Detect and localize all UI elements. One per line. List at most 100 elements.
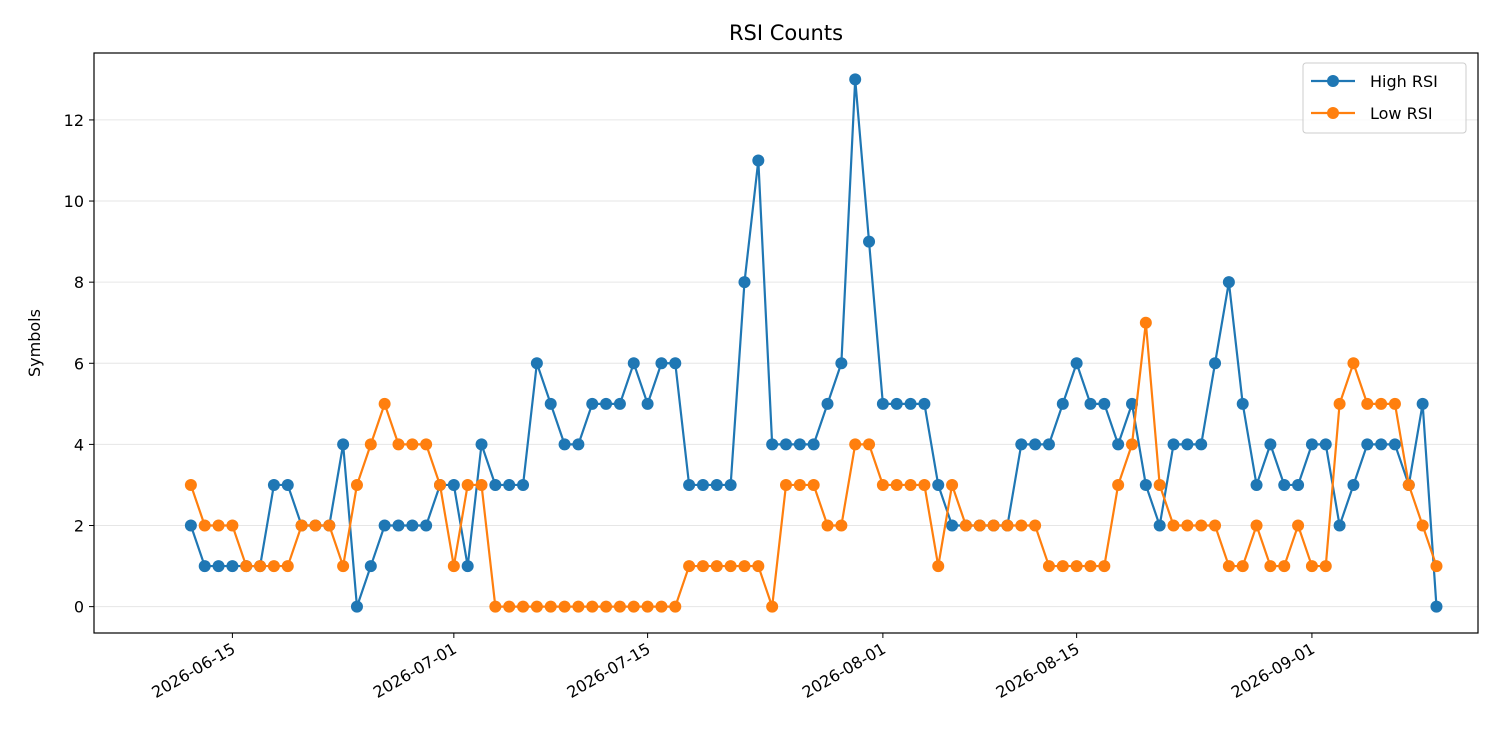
y-tick-label: 10 — [64, 192, 84, 211]
data-point — [489, 600, 502, 613]
data-point — [1347, 357, 1360, 370]
data-point — [447, 560, 460, 573]
data-point — [392, 438, 405, 451]
data-point — [1278, 560, 1291, 573]
data-point — [987, 519, 1000, 532]
data-point — [1416, 519, 1429, 532]
data-point — [461, 560, 474, 573]
data-point — [240, 560, 253, 573]
data-point — [392, 519, 405, 532]
data-point — [184, 519, 197, 532]
data-point — [821, 519, 834, 532]
data-point — [447, 478, 460, 491]
data-point — [696, 478, 709, 491]
data-point — [1112, 438, 1125, 451]
data-point — [1361, 438, 1374, 451]
data-point — [350, 478, 363, 491]
data-point — [586, 397, 599, 410]
data-point — [1305, 560, 1318, 573]
data-point — [1084, 560, 1097, 573]
data-point — [1361, 397, 1374, 410]
data-point — [780, 478, 792, 491]
data-point — [1375, 397, 1388, 410]
data-point — [1167, 438, 1180, 451]
data-point — [669, 600, 682, 613]
data-point — [1209, 357, 1222, 370]
data-point — [475, 438, 488, 451]
data-point — [1195, 519, 1208, 532]
data-point — [1333, 397, 1346, 410]
data-point — [212, 560, 225, 573]
data-point — [350, 600, 363, 613]
data-point — [1167, 519, 1180, 532]
data-point — [613, 397, 626, 410]
data-point — [434, 478, 446, 491]
data-point — [655, 600, 668, 613]
data-point — [793, 478, 806, 491]
data-point — [890, 397, 903, 410]
data-point — [1292, 519, 1305, 532]
data-point — [807, 478, 820, 491]
data-point — [752, 154, 765, 167]
data-point — [1042, 438, 1055, 451]
data-point — [946, 519, 959, 532]
data-point — [807, 438, 820, 451]
data-point — [738, 276, 751, 289]
data-point — [558, 438, 571, 451]
y-tick-label: 12 — [64, 111, 84, 130]
data-point — [212, 519, 225, 532]
data-point — [696, 560, 709, 573]
data-point — [198, 519, 211, 532]
data-point — [780, 438, 792, 451]
data-point — [1015, 519, 1028, 532]
data-point — [364, 438, 377, 451]
data-point — [226, 519, 239, 532]
data-point — [669, 357, 682, 370]
data-point — [378, 397, 391, 410]
data-point — [766, 600, 779, 613]
data-point — [1347, 478, 1360, 491]
data-point — [710, 478, 723, 491]
data-point — [1388, 438, 1401, 451]
data-point — [281, 560, 294, 573]
data-point — [1209, 519, 1222, 532]
data-point — [420, 519, 433, 532]
data-point — [503, 478, 516, 491]
data-point — [1181, 438, 1194, 451]
data-point — [530, 357, 543, 370]
legend: High RSI Low RSI — [1302, 62, 1467, 134]
data-point — [1042, 560, 1055, 573]
data-point — [766, 438, 779, 451]
y-tick-label: 8 — [74, 273, 84, 292]
data-point — [281, 478, 294, 491]
data-point — [835, 357, 848, 370]
data-point — [752, 560, 765, 573]
data-point — [337, 560, 350, 573]
data-point — [918, 478, 931, 491]
plot-frame — [93, 52, 1479, 634]
data-point — [876, 397, 889, 410]
data-point — [1070, 560, 1083, 573]
data-point — [724, 478, 737, 491]
data-point — [627, 600, 640, 613]
data-point — [1084, 397, 1097, 410]
data-point — [641, 600, 654, 613]
series-layer — [184, 73, 1443, 613]
data-point — [1388, 397, 1401, 410]
data-point — [600, 600, 613, 613]
data-point — [267, 478, 280, 491]
y-axis-label: Symbols — [25, 309, 44, 377]
data-point — [378, 519, 391, 532]
data-point — [1029, 519, 1042, 532]
data-point — [1319, 560, 1332, 573]
data-point — [1402, 478, 1415, 491]
data-point — [946, 478, 959, 491]
data-point — [309, 519, 322, 532]
data-point — [406, 519, 419, 532]
data-point — [973, 519, 986, 532]
data-point — [1264, 560, 1277, 573]
data-point — [1264, 438, 1277, 451]
data-point — [1181, 519, 1194, 532]
